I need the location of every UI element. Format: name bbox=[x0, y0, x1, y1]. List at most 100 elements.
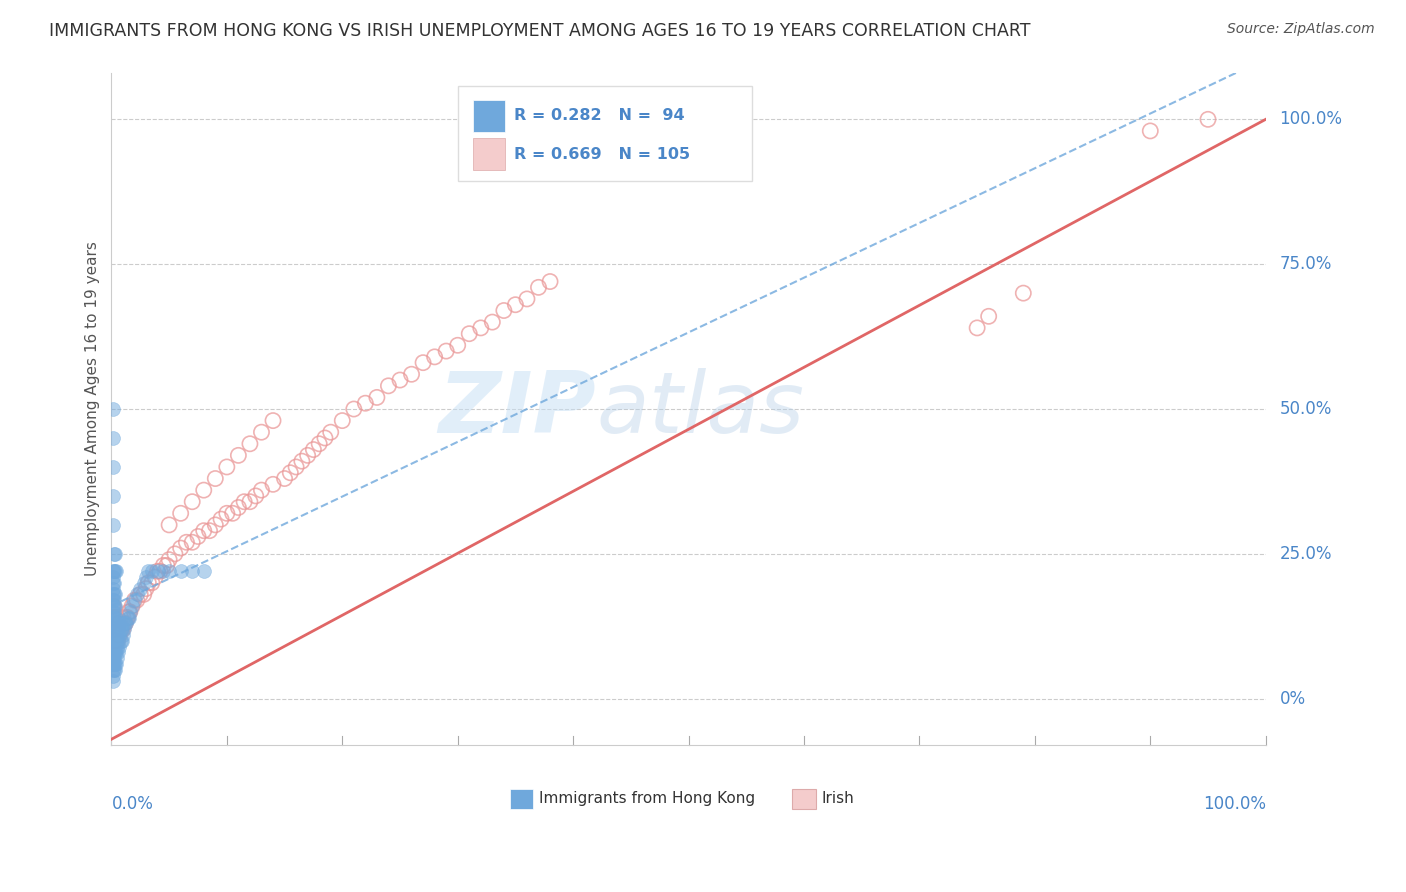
Point bbox=[239, 494, 262, 508]
Point bbox=[101, 633, 124, 648]
Point bbox=[103, 599, 125, 613]
Point bbox=[108, 628, 131, 642]
Point bbox=[105, 651, 128, 665]
Point bbox=[111, 616, 134, 631]
Point bbox=[103, 645, 125, 659]
Point bbox=[101, 575, 124, 590]
Point bbox=[308, 437, 330, 451]
Point bbox=[250, 425, 273, 440]
Point bbox=[169, 541, 191, 555]
Point bbox=[111, 622, 134, 636]
Point bbox=[423, 350, 446, 364]
Text: Irish: Irish bbox=[821, 791, 853, 806]
Point bbox=[1012, 286, 1035, 301]
Point bbox=[412, 356, 434, 370]
Text: 0%: 0% bbox=[1279, 690, 1306, 707]
Point bbox=[169, 506, 191, 520]
Point bbox=[111, 633, 134, 648]
Bar bbox=[793, 789, 815, 809]
Point bbox=[103, 622, 125, 636]
Point bbox=[297, 448, 319, 462]
Point bbox=[103, 547, 125, 561]
Point bbox=[101, 599, 124, 613]
Point bbox=[105, 610, 128, 624]
Point bbox=[181, 535, 204, 549]
Point bbox=[111, 610, 134, 624]
Point bbox=[101, 628, 124, 642]
Point bbox=[505, 298, 527, 312]
Point bbox=[193, 524, 215, 538]
Point bbox=[101, 605, 124, 619]
Point bbox=[105, 633, 128, 648]
Point bbox=[181, 564, 204, 578]
Point bbox=[103, 628, 125, 642]
Point bbox=[103, 633, 125, 648]
Point bbox=[101, 582, 124, 596]
Point bbox=[447, 338, 470, 352]
Point bbox=[103, 633, 125, 648]
Point bbox=[1139, 124, 1161, 138]
Point bbox=[104, 547, 127, 561]
Point bbox=[104, 610, 127, 624]
Text: atlas: atlas bbox=[596, 368, 804, 450]
Point bbox=[343, 402, 366, 417]
Point bbox=[104, 633, 127, 648]
Point bbox=[198, 524, 221, 538]
Point bbox=[103, 640, 125, 654]
Point bbox=[105, 633, 128, 648]
Point bbox=[215, 459, 238, 474]
Point bbox=[209, 512, 232, 526]
Point bbox=[103, 599, 125, 613]
Point bbox=[101, 610, 124, 624]
Point bbox=[110, 622, 132, 636]
Point bbox=[262, 414, 284, 428]
Point bbox=[330, 414, 353, 428]
Point bbox=[262, 477, 284, 491]
Text: Source: ZipAtlas.com: Source: ZipAtlas.com bbox=[1227, 22, 1375, 37]
Point bbox=[121, 599, 143, 613]
Point bbox=[233, 494, 256, 508]
Point bbox=[104, 663, 127, 677]
Point bbox=[966, 321, 988, 335]
Point bbox=[291, 454, 314, 468]
Point bbox=[103, 616, 125, 631]
Point bbox=[101, 674, 124, 689]
Point bbox=[157, 552, 180, 566]
Point bbox=[103, 587, 125, 601]
Point bbox=[401, 368, 423, 382]
Point bbox=[101, 668, 124, 682]
Point bbox=[285, 459, 308, 474]
Point bbox=[101, 564, 124, 578]
Point bbox=[111, 622, 134, 636]
Point bbox=[434, 344, 457, 359]
Point bbox=[470, 321, 492, 335]
Point bbox=[121, 599, 143, 613]
Point bbox=[204, 517, 226, 532]
Point bbox=[366, 391, 388, 405]
Point bbox=[108, 616, 131, 631]
Text: 100.0%: 100.0% bbox=[1279, 111, 1343, 128]
Point bbox=[105, 645, 128, 659]
Point bbox=[152, 558, 174, 573]
FancyBboxPatch shape bbox=[458, 87, 752, 180]
Point bbox=[481, 315, 503, 329]
Point bbox=[101, 402, 124, 417]
Point bbox=[101, 459, 124, 474]
Point bbox=[302, 442, 325, 457]
Point bbox=[103, 651, 125, 665]
Point bbox=[101, 616, 124, 631]
Point bbox=[314, 431, 336, 445]
Point bbox=[129, 582, 152, 596]
Point bbox=[103, 610, 125, 624]
Point bbox=[163, 547, 186, 561]
Point bbox=[101, 599, 124, 613]
Point bbox=[105, 610, 128, 624]
Point bbox=[388, 373, 411, 387]
Point bbox=[129, 587, 152, 601]
Text: R = 0.282   N =  94: R = 0.282 N = 94 bbox=[515, 109, 685, 123]
Point bbox=[176, 535, 198, 549]
Point bbox=[104, 622, 127, 636]
Point bbox=[354, 396, 377, 410]
Point bbox=[108, 628, 131, 642]
Point bbox=[105, 622, 128, 636]
